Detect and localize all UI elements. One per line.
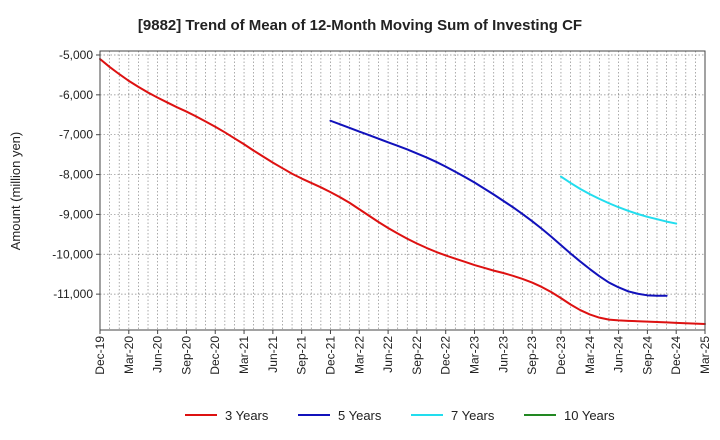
- x-tick-label: Sep-24: [640, 336, 654, 375]
- legend-label: 10 Years: [564, 408, 615, 423]
- y-tick-label: -11,000: [53, 287, 93, 301]
- x-tick-label: Dec-20: [208, 336, 222, 375]
- series-layer: [99, 57, 706, 326]
- x-tick-label: Mar-23: [468, 336, 482, 374]
- series-line-5-years: [329, 119, 668, 297]
- x-tick-label: Jun-20: [151, 336, 165, 373]
- x-tick-label: Dec-19: [93, 336, 107, 375]
- y-axis-label: Amount (million yen): [8, 132, 23, 251]
- x-tick-label: Dec-23: [554, 336, 568, 375]
- legend-label: 5 Years: [338, 408, 382, 423]
- x-tick-labels: Dec-19 Mar-20 Jun-20 Sep-20 Dec-20 Mar-21 Jun-…: [93, 330, 712, 375]
- x-tick-label: Sep-21: [295, 336, 309, 375]
- y-tick-label: -7,000: [59, 128, 93, 142]
- x-tick-label: Sep-23: [525, 336, 539, 375]
- series-line-3-years: [99, 57, 706, 326]
- gridlines: [99, 51, 706, 330]
- x-tick-label: Jun-24: [612, 336, 626, 373]
- x-tick-label: Mar-21: [237, 336, 251, 374]
- x-tick-label: Mar-20: [122, 336, 136, 374]
- x-tick-label: Mar-24: [583, 336, 597, 374]
- y-tick-label: -5,000: [59, 48, 93, 62]
- x-tick-label: Mar-22: [352, 336, 366, 374]
- legend-label: 3 Years: [225, 408, 269, 423]
- y-tick-label: -8,000: [59, 168, 93, 182]
- x-tick-label: Sep-22: [410, 336, 424, 375]
- y-tick-label: -10,000: [52, 247, 93, 261]
- x-tick-label: Jun-22: [381, 336, 395, 373]
- legend-label: 7 Years: [451, 408, 495, 423]
- x-tick-label: Jun-21: [266, 336, 280, 373]
- legend: 3 Years 5 Years 7 Years 10 Years: [185, 408, 615, 423]
- x-tick-label: Jun-23: [496, 336, 510, 373]
- y-tick-label: -6,000: [59, 88, 93, 102]
- y-tick-labels: -5,000 -6,000 -7,000 -8,000 -9,000 -10,000 -11…: [52, 48, 100, 301]
- x-tick-label: Mar-25: [698, 336, 712, 374]
- chart-title: [9882] Trend of Mean of 12-Month Moving …: [138, 17, 582, 34]
- x-tick-label: Dec-21: [323, 336, 337, 375]
- plot-frame: [99, 50, 706, 331]
- x-tick-label: Dec-22: [439, 336, 453, 375]
- x-tick-label: Dec-24: [669, 336, 683, 375]
- x-tick-label: Sep-20: [179, 336, 193, 375]
- y-tick-label: -9,000: [59, 207, 93, 221]
- series-line-7-years: [559, 175, 678, 225]
